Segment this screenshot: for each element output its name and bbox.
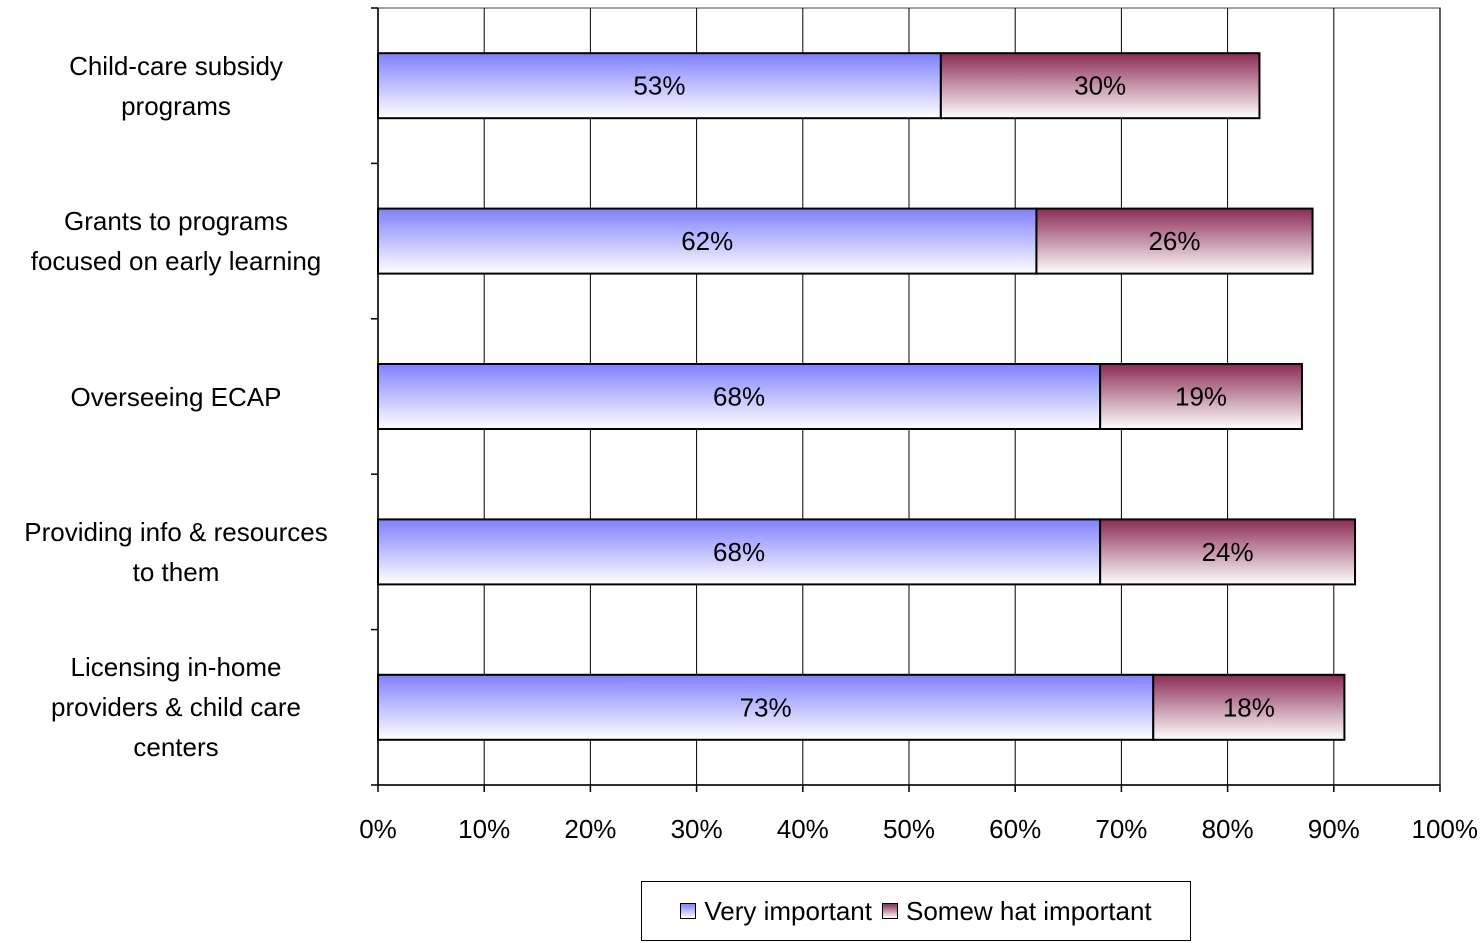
x-tick-label-40: 40%	[777, 814, 829, 844]
bars	[377, 52, 1357, 741]
bar-label-somewhat-important-2: 19%	[1175, 382, 1227, 412]
axes	[371, 7, 1441, 792]
legend-label-somewhat-important: Somew hat important	[905, 895, 1152, 926]
x-tick-label-50: 50%	[883, 814, 935, 844]
category-label-2: Overseeing ECAP	[70, 381, 282, 412]
bar-label-somewhat-important-4: 18%	[1223, 692, 1275, 722]
category-label-0: Child-care subsidy programs	[69, 50, 283, 121]
x-tick-label-100: 100%	[1412, 814, 1479, 844]
x-tick-label-20: 20%	[564, 814, 616, 844]
bar-somewhat-important-4	[1152, 673, 1346, 741]
bar-somewhat-important-3	[1099, 518, 1357, 586]
bar-somewhat-important-1	[1035, 207, 1314, 275]
legend-item-very-important: Very important	[680, 896, 872, 927]
bar-somewhat-important-0	[939, 52, 1261, 120]
bar-very-important-4	[377, 673, 1155, 741]
legend-swatch-somewhat-important	[881, 903, 898, 919]
bar-label-very-important-1: 62%	[681, 226, 733, 256]
x-tick-label-80: 80%	[1202, 814, 1254, 844]
gridlines	[483, 8, 1441, 785]
bar-label-very-important-2: 68%	[713, 382, 765, 412]
bar-label-somewhat-important-3: 24%	[1202, 537, 1254, 567]
bar-value-labels: 53% 30% 62% 26% 68% 19% 68% 24% 73% 18%	[633, 71, 1274, 723]
legend: Very important Somew hat important	[641, 881, 1191, 941]
bar-label-very-important-0: 53%	[633, 71, 685, 101]
x-tick-label-10: 10%	[458, 814, 510, 844]
x-tick-label-70: 70%	[1095, 814, 1147, 844]
bar-very-important-3	[377, 518, 1102, 586]
legend-label-very-important: Very important	[704, 895, 872, 926]
bar-label-very-important-3: 68%	[713, 537, 765, 567]
legend-swatch-very-important	[680, 903, 697, 919]
bar-label-somewhat-important-0: 30%	[1074, 71, 1126, 101]
bar-label-somewhat-important-1: 26%	[1148, 226, 1200, 256]
x-tick-labels: 0% 10% 20% 30% 40% 50% 60% 70% 80% 90% 100%	[359, 814, 1478, 844]
x-tick-label-60: 60%	[989, 814, 1041, 844]
category-label-1: Grants to programs focused on early lear…	[30, 206, 322, 277]
x-tick-label-30: 30%	[671, 814, 723, 844]
legend-item-somewhat-important: Somew hat important	[881, 895, 1152, 927]
x-tick-label-0: 0%	[359, 814, 397, 844]
x-tick-label-90: 90%	[1308, 814, 1360, 844]
category-label-4: Licensing in-home providers & child care…	[51, 652, 301, 763]
bar-label-very-important-4: 73%	[740, 692, 792, 722]
category-label-3: Providing info & resources to them	[24, 516, 328, 587]
bar-somewhat-important-2	[1099, 363, 1303, 430]
